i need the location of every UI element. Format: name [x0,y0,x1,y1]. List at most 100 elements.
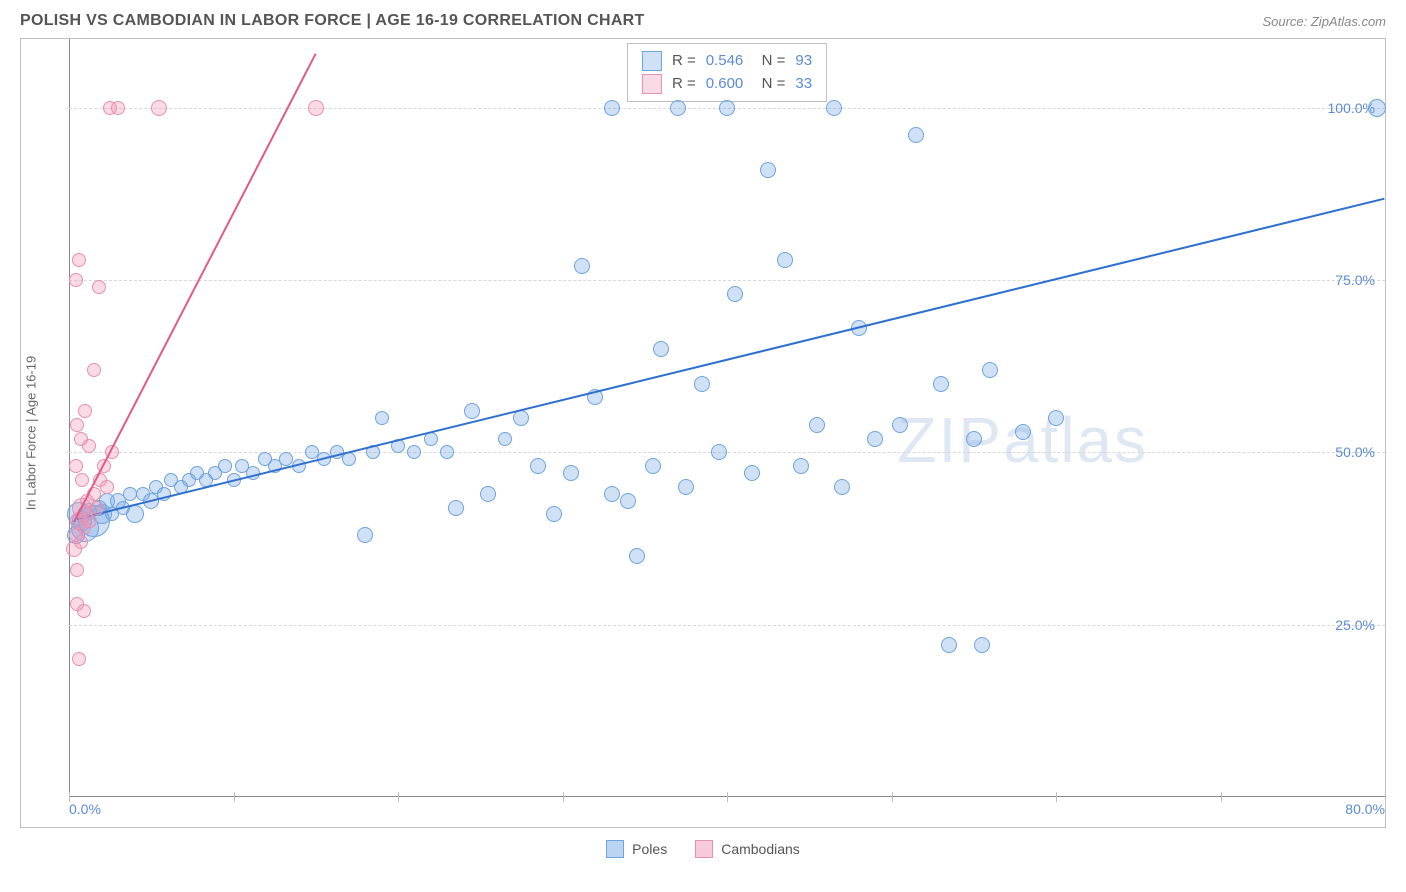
data-point [892,417,908,433]
stat-r-label: R = [672,73,696,96]
data-point [279,452,293,466]
x-tick-mark [234,792,235,802]
data-point [867,431,883,447]
legend-label-poles: Poles [632,841,667,857]
x-tick-mark [892,792,893,802]
data-point [69,273,83,287]
data-point [126,505,144,523]
data-point [90,501,104,515]
data-point [375,411,389,425]
data-point [448,500,464,516]
stats-legend-row-poles: R = 0.546 N = 93 [642,50,812,73]
stat-n-label: N = [753,50,785,73]
data-point [744,465,760,481]
data-point [694,376,710,392]
data-point [826,100,842,116]
data-point [151,100,167,116]
watermark: ZIPatlas [897,403,1148,477]
data-point [563,465,579,481]
x-tick-mark [1221,792,1222,802]
y-tick-label: 50.0% [1335,444,1375,460]
stat-r-cambodians: 0.600 [706,73,744,96]
data-point [645,458,661,474]
data-point [530,458,546,474]
data-point [620,493,636,509]
y-axis-label: In Labor Force | Age 16-19 [24,356,39,510]
data-point [100,480,114,494]
data-point [604,486,620,502]
chart-source: Source: ZipAtlas.com [1262,14,1386,29]
data-point [809,417,825,433]
x-tick-mark [1385,792,1386,802]
swatch-cambodians [642,74,662,94]
data-point [670,100,686,116]
stats-legend-row-cambodians: R = 0.600 N = 33 [642,73,812,96]
data-point [629,548,645,564]
data-point [77,604,91,618]
gridline [69,625,1385,626]
data-point [908,127,924,143]
y-tick-label: 25.0% [1335,617,1375,633]
swatch-poles [642,51,662,71]
stat-r-poles: 0.546 [706,50,744,73]
data-point [727,286,743,302]
x-tick-mark [727,792,728,802]
data-point [72,652,86,666]
x-tick-mark [1056,792,1057,802]
data-point [719,100,735,116]
y-axis-line [69,39,70,797]
data-point [574,258,590,274]
y-tick-label: 75.0% [1335,272,1375,288]
data-point [711,444,727,460]
data-point [70,563,84,577]
data-point [653,341,669,357]
stats-legend: R = 0.546 N = 93 R = 0.600 N = 33 [627,43,827,102]
data-point [678,479,694,495]
trend-line [77,198,1385,520]
data-point [308,100,324,116]
legend-item-poles: Poles [606,840,667,858]
data-point [407,445,421,459]
data-point [75,473,89,487]
data-point [83,514,97,528]
data-point [87,363,101,377]
x-tick-mark [398,792,399,802]
data-point [777,252,793,268]
data-point [941,637,957,653]
data-point [82,439,96,453]
data-point [933,376,949,392]
data-point [498,432,512,446]
data-point [1368,99,1386,117]
legend-label-cambodians: Cambodians [721,841,800,857]
data-point [966,431,982,447]
data-point [70,418,84,432]
stat-n-cambodians: 33 [795,73,812,96]
data-point [440,445,454,459]
chart-title: POLISH VS CAMBODIAN IN LABOR FORCE | AGE… [20,12,645,30]
data-point [72,253,86,267]
chart-header: POLISH VS CAMBODIAN IN LABOR FORCE | AGE… [0,0,1406,38]
legend-swatch-cambodians [695,840,713,858]
data-point [974,637,990,653]
data-point [546,506,562,522]
data-point [357,527,373,543]
data-point [111,101,125,115]
x-tick-label: 0.0% [69,801,101,817]
stat-n-label: N = [753,73,785,96]
gridline [69,280,1385,281]
stat-r-label: R = [672,50,696,73]
series-legend: Poles Cambodians [0,836,1406,858]
chart-container: In Labor Force | Age 16-19 ZIPatlas R = … [20,38,1386,828]
data-point [1015,424,1031,440]
data-point [92,280,106,294]
data-point [464,403,480,419]
stat-n-poles: 93 [795,50,812,73]
legend-item-cambodians: Cambodians [695,840,800,858]
data-point [760,162,776,178]
data-point [834,479,850,495]
data-point [123,487,137,501]
data-point [1048,410,1064,426]
data-point [982,362,998,378]
data-point [604,100,620,116]
data-point [78,404,92,418]
